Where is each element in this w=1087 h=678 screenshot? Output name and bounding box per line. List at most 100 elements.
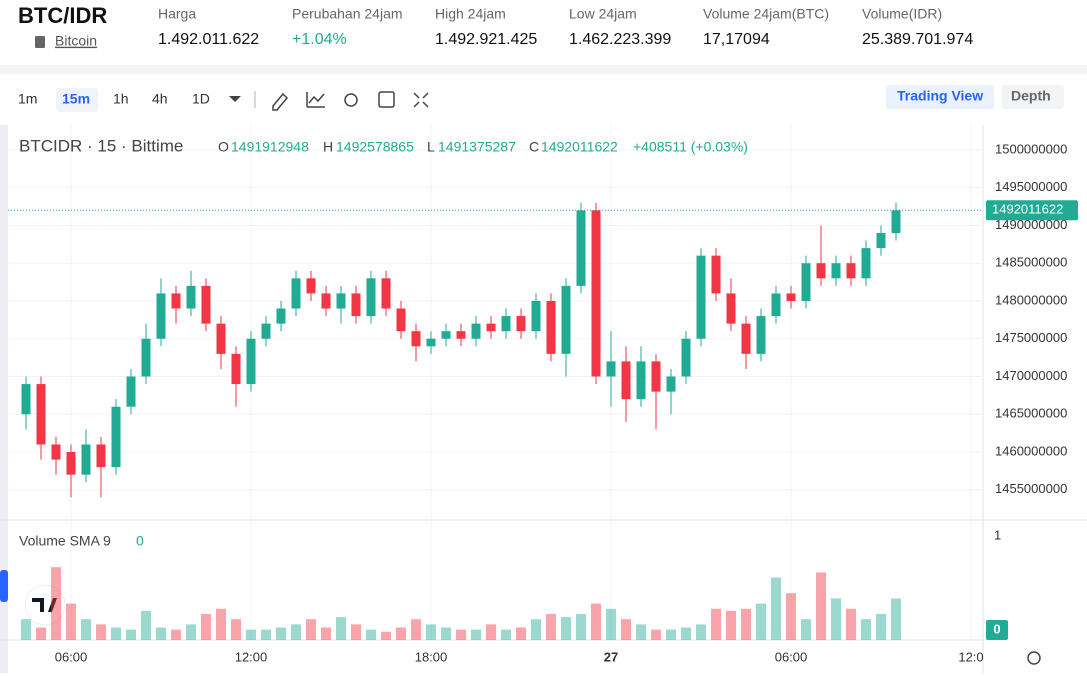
- candle-body: [501, 316, 511, 332]
- volume-bar: [756, 603, 766, 640]
- candle-body: [111, 406, 121, 468]
- save-icon[interactable]: [378, 91, 395, 108]
- axis-settings-icon[interactable]: [1027, 651, 1041, 665]
- settings-icon[interactable]: [344, 93, 358, 107]
- draw-icon[interactable]: [272, 92, 289, 111]
- interval-button[interactable]: 1m: [18, 91, 37, 107]
- candle-body: [681, 338, 691, 377]
- volume-bar: [381, 631, 391, 640]
- volume-bar: [351, 624, 361, 640]
- candle-body: [366, 278, 376, 317]
- volume-sma-value: 0: [136, 533, 144, 549]
- price-badge-label: 1492011622: [992, 202, 1063, 217]
- candle-body: [276, 308, 286, 324]
- candle-body: [576, 210, 586, 286]
- candle-body: [66, 452, 76, 475]
- candle-body: [711, 255, 721, 294]
- candle-body: [36, 384, 46, 445]
- stat-value: 25.389.701.974: [862, 31, 973, 48]
- volume-bar: [51, 567, 61, 640]
- y-tick-label: 1455000000: [995, 481, 1067, 496]
- stat-label: Harga: [158, 6, 196, 22]
- pair-title: BTC/IDR: [18, 3, 107, 28]
- volume-bar: [96, 624, 106, 640]
- candle-body: [441, 331, 451, 339]
- candle-body: [561, 285, 571, 354]
- volume-bar: [771, 577, 781, 640]
- volume-badge-label: 0: [993, 621, 1000, 636]
- candle-body: [261, 323, 271, 339]
- y-tick-label: 1500000000: [995, 141, 1067, 156]
- candle-body: [786, 293, 796, 301]
- divider-band: [0, 65, 1087, 74]
- side-tab[interactable]: [0, 570, 8, 602]
- candle-body: [336, 293, 346, 309]
- interval-button[interactable]: 15m: [62, 91, 90, 107]
- volume-bar: [786, 593, 796, 640]
- candle-body: [636, 361, 646, 400]
- y-tick-label: 1485000000: [995, 255, 1067, 270]
- toolbar-icons: [229, 91, 1041, 665]
- candle-body: [696, 255, 706, 339]
- interval-button[interactable]: 1h: [113, 91, 129, 107]
- candle-body: [306, 278, 316, 294]
- stat-label: Volume 24jam(BTC): [703, 6, 829, 22]
- candle-body: [726, 293, 736, 324]
- y-tick-label: 1480000000: [995, 292, 1067, 307]
- stat-value: 17,17094: [703, 31, 770, 48]
- y-tick-label: 1490000000: [995, 217, 1067, 232]
- stat-value: +1.04%: [292, 31, 347, 48]
- volume-badge: [986, 620, 1008, 640]
- candle-body: [171, 293, 181, 309]
- candle-body: [81, 444, 91, 475]
- candle-body: [801, 263, 811, 301]
- volume-bar: [81, 619, 91, 640]
- stat-label: Perubahan 24jam: [292, 6, 403, 22]
- volume-bar: [876, 614, 886, 640]
- indicator-icon[interactable]: [306, 92, 325, 108]
- candle-body: [291, 278, 301, 309]
- candle-body: [351, 293, 361, 317]
- volume-bar: [306, 619, 316, 640]
- volume-bar: [621, 619, 631, 640]
- ohlc-key: C: [529, 139, 539, 155]
- volume-bar: [186, 624, 196, 640]
- candle-body: [411, 331, 421, 347]
- stat-label: Volume(IDR): [862, 6, 942, 22]
- x-tick-label: 06:00: [775, 649, 808, 664]
- volume-bar: [396, 627, 406, 640]
- ohlc-key: O: [218, 139, 229, 155]
- interval-button[interactable]: 4h: [152, 91, 168, 107]
- volume-bar: [711, 608, 721, 640]
- coin-icon: [35, 36, 45, 48]
- y-tick-label: 1475000000: [995, 330, 1067, 345]
- candle-body: [816, 263, 826, 279]
- view-button[interactable]: Trading View: [897, 88, 983, 104]
- interval-button[interactable]: 1D: [192, 91, 210, 107]
- volume-bar: [66, 603, 76, 640]
- volume-bar: [831, 598, 841, 640]
- view-button[interactable]: Depth: [1011, 88, 1051, 104]
- candle-body: [741, 323, 751, 354]
- volume-bar: [126, 629, 136, 640]
- volume-bar: [816, 572, 826, 640]
- volume-bar: [741, 608, 751, 640]
- dropdown[interactable]: [229, 96, 241, 102]
- candle-body: [546, 300, 556, 354]
- volume-bar: [561, 617, 571, 640]
- candle-body: [756, 316, 766, 354]
- candle-body: [216, 323, 226, 354]
- volume-bar: [516, 627, 526, 640]
- candle-body: [771, 293, 781, 317]
- candle-body: [141, 338, 151, 377]
- ohlc-key: H: [323, 139, 333, 155]
- volume-bar: [606, 608, 616, 640]
- fullscreen-icon[interactable]: [413, 92, 429, 108]
- candle-body: [876, 233, 886, 249]
- candle-body: [426, 338, 436, 347]
- volume-bar: [171, 629, 181, 640]
- volume-bar: [546, 614, 556, 640]
- candle-body: [651, 361, 661, 392]
- coin-link[interactable]: Bitcoin: [55, 33, 97, 49]
- candle-body: [396, 308, 406, 332]
